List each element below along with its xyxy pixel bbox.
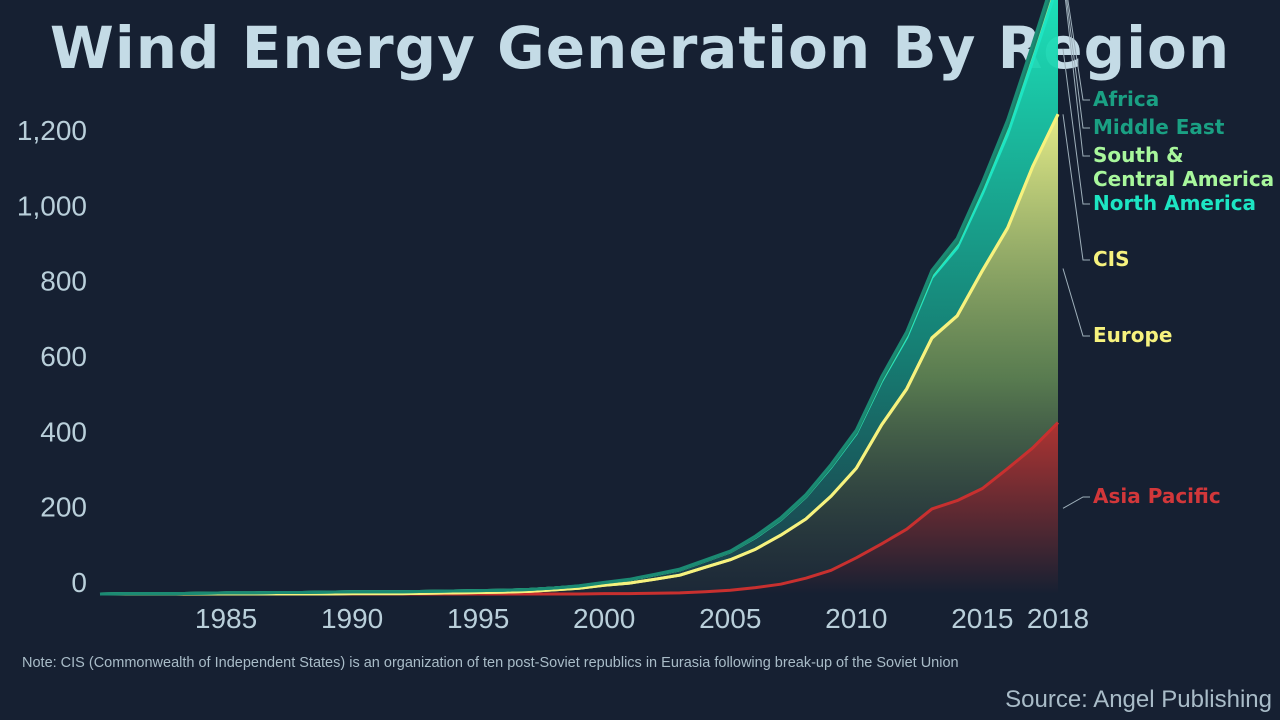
line-africa [99, 0, 1049, 596]
y-tick-label: 400 [40, 416, 87, 447]
legend-label-cis: CIS [1093, 247, 1130, 271]
legend-labels: Asia Pacific Europe CIS North AmericaSouth … [1062, 0, 1274, 509]
leader-line [1062, 114, 1090, 261]
y-tick-label: 600 [40, 341, 87, 372]
legend-label-middle-east: Middle East [1093, 115, 1225, 139]
x-axis: 1985 1990 1995 2000 2005 2010 2015 2018 [195, 603, 1089, 634]
leader-line [1067, 0, 1090, 101]
series-lines [99, 0, 1060, 596]
area-asia-pacific [100, 422, 1058, 594]
leader-line [1066, 0, 1090, 129]
legend-label-north-america: North America [1093, 191, 1256, 215]
chart-note: Note: CIS (Commonwealth of Independent S… [22, 655, 959, 671]
chart-source: Source: Angel Publishing [1005, 686, 1272, 713]
legend-label-south-and-central-america: South & Central America [1093, 143, 1274, 191]
leader-line [1062, 48, 1090, 205]
x-tick-label: 2000 [573, 603, 635, 634]
y-tick-label: 1,000 [17, 190, 87, 221]
x-tick-label: 2005 [699, 603, 761, 634]
x-tick-label: 1985 [195, 603, 257, 634]
x-tick-label: 1990 [321, 603, 383, 634]
area-layers [100, 0, 1058, 594]
y-tick-label: 800 [40, 266, 87, 297]
legend-label-africa: Africa [1093, 87, 1159, 111]
x-tick-label: 1995 [447, 603, 509, 634]
leader-line [1064, 0, 1090, 157]
y-tick-label: 0 [71, 567, 87, 598]
x-tick-label: 2010 [825, 603, 887, 634]
x-tick-label: 2015 [951, 603, 1013, 634]
legend-label-asia-pacific: Asia Pacific [1093, 484, 1221, 508]
leader-line [1062, 268, 1090, 337]
y-tick-label: 1,200 [17, 115, 87, 146]
y-tick-label: 200 [40, 492, 87, 523]
x-tick-label: 2018 [1027, 603, 1089, 634]
legend-label-europe: Europe [1093, 323, 1172, 347]
y-axis: 0 200 400 600 800 1,000 1,200 [17, 115, 87, 598]
leader-line [1062, 496, 1090, 509]
